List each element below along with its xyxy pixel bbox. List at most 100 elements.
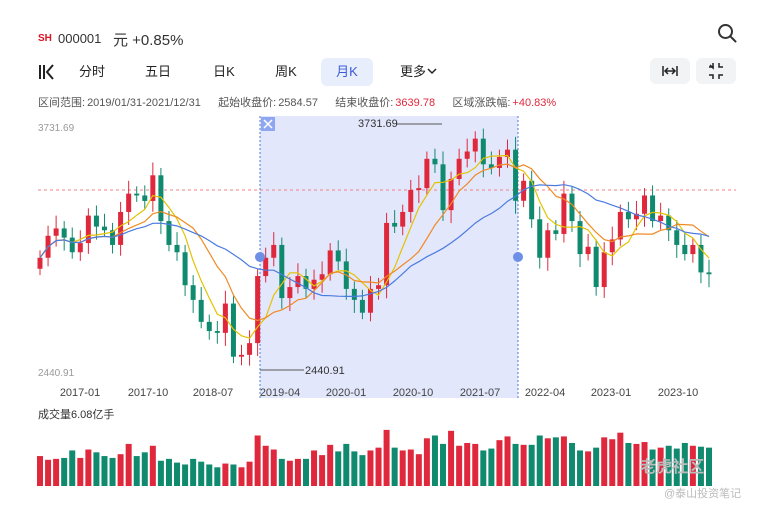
volume-bar	[560, 436, 567, 486]
tab-five-day[interactable]: 五日	[144, 64, 171, 79]
candle-body	[335, 250, 341, 262]
collapse-icon	[709, 63, 723, 79]
stock-code: 000001	[58, 31, 102, 46]
volume-bar	[286, 460, 293, 486]
volume-bar	[109, 457, 116, 486]
volume-bar	[238, 467, 245, 486]
selection-right-handle[interactable]	[513, 252, 523, 262]
x-tick-label: 2018-07	[193, 387, 233, 399]
search-icon[interactable]	[716, 22, 738, 44]
volume-bar	[512, 443, 519, 486]
volume-bar	[649, 449, 656, 486]
candle-body	[521, 180, 527, 201]
watermark-community: 老虎社区	[640, 459, 705, 476]
x-tick-label: 2023-10	[658, 387, 698, 399]
candle-body	[367, 288, 373, 313]
candle-body	[255, 276, 261, 344]
tab-month-k[interactable]: 月K	[321, 58, 373, 86]
x-tick-label: 2022-04	[525, 387, 565, 399]
candle-body	[658, 215, 664, 222]
volume-bar	[585, 451, 592, 486]
candle-body	[496, 156, 502, 168]
candle-body	[384, 222, 390, 286]
candle-body	[271, 244, 277, 258]
volume-bar	[407, 449, 414, 486]
volume-label: 成交量6.08亿手	[38, 407, 114, 421]
exit-fullscreen-button[interactable]	[696, 58, 736, 84]
volume-bar	[601, 437, 608, 486]
candle-body	[166, 221, 172, 245]
range-info-bar: 区间范围: 2019/01/31-2021/12/31 起始收盘价: 2584.57…	[38, 94, 558, 110]
sidebar-toggle-icon[interactable]	[38, 64, 56, 80]
x-tick-label: 2021-07	[460, 387, 500, 399]
volume-bar	[117, 454, 124, 486]
candle-body	[295, 276, 301, 288]
volume-bar	[262, 445, 269, 486]
volume-bar	[609, 439, 616, 486]
range-change-label: 区域涨跌幅:	[452, 97, 511, 109]
candle-body	[134, 193, 140, 196]
candle-body	[408, 189, 414, 212]
volume-bar	[673, 448, 680, 486]
expand-range-button[interactable]	[650, 58, 690, 84]
candle-body	[625, 211, 631, 220]
selection-close-icon[interactable]	[261, 117, 275, 131]
tab-more[interactable]: 更多	[399, 64, 426, 79]
candle-body	[545, 230, 551, 258]
selection-low-label: 2440.91	[305, 365, 345, 377]
price-change: 元 +0.85%	[113, 32, 184, 49]
candle-body	[287, 287, 293, 299]
candle-body	[239, 354, 245, 357]
candle-body	[214, 331, 220, 333]
tab-week-k[interactable]: 周K	[275, 64, 297, 79]
candle-body	[432, 158, 438, 165]
volume-bar	[214, 467, 221, 486]
candle-body	[650, 195, 656, 222]
volume-bar	[440, 443, 447, 486]
volume-bar	[125, 443, 132, 486]
volume-bar	[53, 458, 60, 486]
candle-body	[126, 193, 132, 212]
market-badge: SH	[38, 33, 52, 44]
candle-body	[682, 244, 688, 255]
candle-body	[392, 222, 398, 227]
volume-bar	[351, 451, 358, 486]
candle-body	[359, 299, 365, 313]
volume-bar	[69, 450, 76, 486]
selection-left-handle[interactable]	[255, 252, 265, 262]
candle-body	[174, 244, 180, 253]
end-close-value: 3639.78	[395, 97, 436, 109]
range-label: 区间范围:	[38, 97, 86, 109]
volume-bar	[577, 450, 584, 486]
candle-body	[464, 151, 470, 159]
candlestick-chart[interactable]: 3731.69 2440.91 3731.69 2440.91 2017-01 2…	[0, 112, 768, 510]
chevron-down-icon[interactable]	[427, 67, 437, 75]
volume-bar	[552, 437, 559, 486]
candle-body	[311, 279, 317, 289]
candle-body	[37, 257, 43, 269]
selection-high-label: 3731.69	[358, 118, 398, 130]
candle-body	[513, 149, 519, 201]
volume-bar	[520, 444, 527, 486]
volume-bar	[528, 444, 535, 486]
expand-horizontal-icon	[662, 66, 678, 76]
volume-bar	[335, 451, 342, 486]
tab-day-k[interactable]: 日K	[213, 64, 235, 79]
candle-body	[690, 244, 696, 255]
candle-body	[488, 164, 494, 168]
candle-body	[529, 180, 535, 220]
tab-minute[interactable]: 分时	[78, 64, 105, 79]
candle-body	[480, 138, 486, 165]
volume-bar	[311, 450, 318, 486]
volume-bar	[480, 450, 487, 486]
volume-bar	[165, 458, 172, 486]
volume-bar	[278, 458, 285, 486]
volume-bar	[448, 430, 455, 486]
candle-body	[53, 228, 59, 236]
volume-bar	[182, 464, 189, 486]
candle-body	[666, 215, 672, 231]
candle-body	[247, 343, 253, 355]
candle-body	[424, 158, 430, 189]
candle-body	[279, 244, 285, 299]
volume-bar	[399, 450, 406, 486]
